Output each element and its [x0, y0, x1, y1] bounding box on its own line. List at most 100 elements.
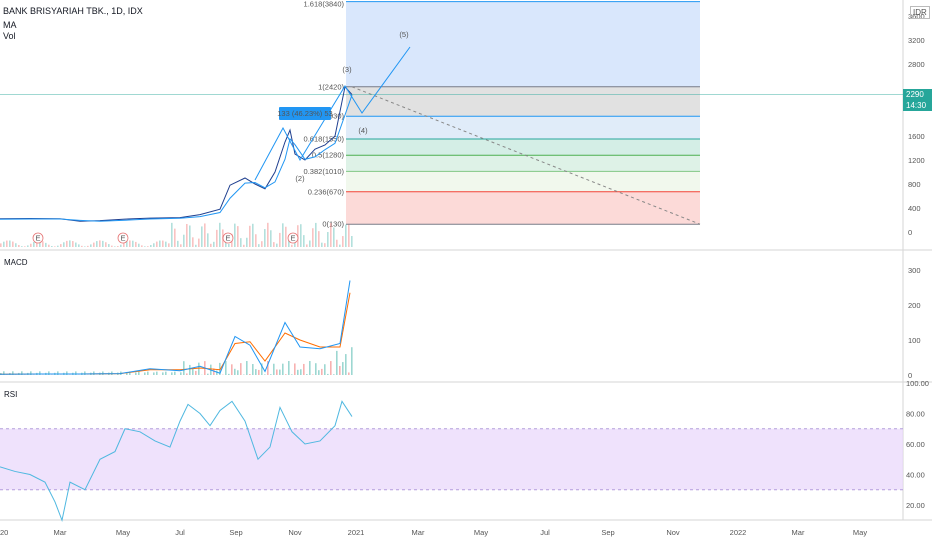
volume-bar [42, 241, 44, 247]
volume-bar [216, 229, 218, 247]
wave-label: (4) [358, 126, 368, 135]
earnings-marker [287, 232, 299, 244]
volume-bar [57, 245, 59, 247]
macd-histogram-bar [273, 363, 275, 375]
volume-bar [207, 233, 209, 247]
volume-bar [279, 232, 281, 247]
volume-bar [54, 246, 56, 247]
macd-histogram-bar [309, 361, 311, 375]
volume-bar [96, 241, 98, 247]
price-axis-tick: 1200 [908, 156, 925, 165]
trend-line [351, 86, 701, 225]
volume-bar [336, 239, 338, 247]
macd-histogram-bar [219, 362, 221, 375]
price-axis-tick: 3600 [908, 12, 925, 21]
fib-zone [346, 116, 700, 139]
time-axis-tick: May [853, 528, 867, 537]
volume-bar [75, 242, 77, 247]
measure-label: 133 (46.23%) 53 [277, 109, 332, 118]
macd-histogram-bar [195, 370, 197, 375]
macd-histogram-bar [300, 369, 302, 375]
volume-bar [144, 246, 146, 247]
vol-label[interactable]: Vol [3, 31, 16, 41]
earnings-marker-label: E [225, 234, 230, 243]
volume-bar [306, 244, 308, 247]
volume-bar [237, 226, 239, 247]
macd-histogram-bar [39, 371, 41, 375]
fib-level-label: 0(130) [322, 220, 344, 229]
macd-histogram-bar [234, 368, 236, 375]
earnings-marker [117, 232, 129, 244]
volume-bar [0, 243, 2, 247]
price-series [0, 85, 353, 222]
volume-bar [321, 242, 323, 247]
macd-histogram-bar [198, 362, 200, 375]
fib-zone [346, 139, 700, 156]
volume-bar [315, 222, 317, 247]
macd-histogram-bar [264, 374, 266, 375]
fib-zone [346, 1, 700, 87]
rsi-axis-tick: 40.00 [906, 471, 925, 480]
volume-bar [285, 226, 287, 247]
macd-histogram-bar [258, 369, 260, 375]
volume-bar [348, 224, 350, 247]
volume-bar [171, 222, 173, 247]
currency-label[interactable]: IDR [910, 6, 930, 19]
macd-histogram-bar [249, 374, 251, 375]
volume-bar [21, 246, 23, 247]
volume-bar [165, 241, 167, 247]
volume-bar [51, 246, 53, 247]
macd-histogram-bar [183, 361, 185, 375]
volume-bar [345, 224, 347, 247]
macd-histogram-bar [297, 369, 299, 375]
volume-bar [105, 242, 107, 247]
volume-bar [264, 229, 266, 247]
volume-bar [93, 242, 95, 247]
volume-bar [135, 241, 137, 247]
macd-histogram-bar [48, 371, 50, 375]
macd-histogram-bar [138, 371, 140, 375]
time-axis-tick: Nov [666, 528, 680, 537]
volume-bar [60, 244, 62, 247]
volume-bar [3, 241, 5, 247]
macd-histogram-bar [252, 364, 254, 375]
volume-bar [66, 240, 68, 247]
macd-histogram-bar [315, 363, 317, 375]
volume-bar [78, 244, 80, 247]
time-axis-tick: Mar [792, 528, 805, 537]
volume-bar [183, 234, 185, 247]
volume-bar [15, 243, 17, 247]
time-axis-tick: 2022 [730, 528, 747, 537]
fib-level-label: 0.236(670) [308, 187, 345, 196]
macd-histogram-bar [276, 369, 278, 375]
time-axis-tick: Sep [601, 528, 614, 537]
time-axis-tick: 2021 [348, 528, 365, 537]
fib-level-label: 0.382(1010) [304, 167, 345, 176]
volume-bar [48, 244, 50, 247]
fib-level-label: 0.618(1550) [304, 135, 345, 144]
volume-bar [318, 231, 320, 247]
macd-histogram-bar [318, 370, 320, 375]
volume-bar [6, 240, 8, 247]
volume-bar [159, 240, 161, 247]
price-axis-tick: 0 [908, 228, 912, 237]
volume-bar [180, 244, 182, 247]
volume-bar [156, 241, 158, 247]
time-axis-tick: May [116, 528, 130, 537]
ma-label[interactable]: MA [3, 20, 17, 30]
macd-histogram-bar [66, 371, 68, 375]
macd-title[interactable]: MACD [4, 258, 28, 267]
fib-zone [346, 171, 700, 192]
macd-histogram-bar [270, 374, 272, 375]
volume-bar [243, 244, 245, 247]
volume-bar [36, 240, 38, 247]
volume-bar [312, 228, 314, 247]
macd-histogram-bar [213, 368, 215, 375]
price-axis-tick: 800 [908, 180, 921, 189]
rsi-title[interactable]: RSI [4, 390, 18, 399]
volume-bar [270, 230, 272, 247]
macd-histogram-bar [171, 372, 173, 375]
macd-histogram-bar [162, 372, 164, 375]
macd-histogram-bar [21, 371, 23, 375]
